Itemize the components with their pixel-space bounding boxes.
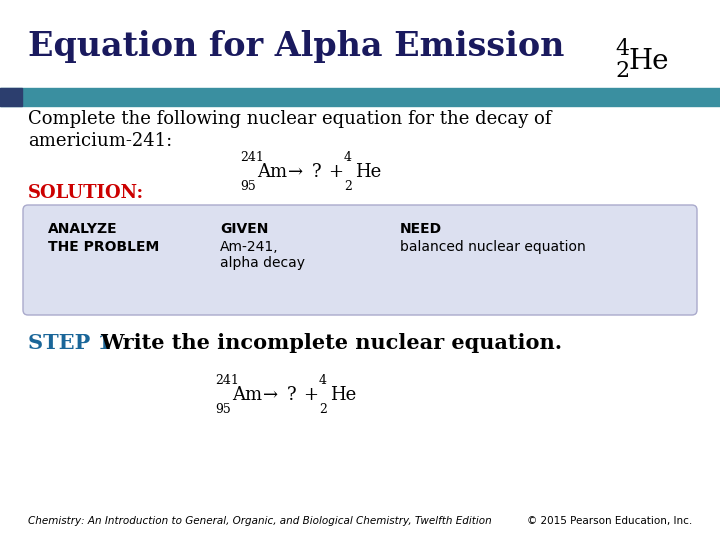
Text: Am: Am: [232, 386, 262, 404]
Text: 2: 2: [344, 180, 352, 193]
Text: He: He: [330, 386, 356, 404]
Text: NEED: NEED: [400, 222, 442, 236]
Text: He: He: [629, 48, 670, 75]
Text: Am: Am: [257, 163, 287, 181]
Text: THE PROBLEM: THE PROBLEM: [48, 240, 159, 254]
Text: 2: 2: [319, 403, 327, 416]
Text: Complete the following nuclear equation for the decay of: Complete the following nuclear equation …: [28, 110, 552, 128]
Text: 4: 4: [319, 374, 327, 387]
Text: SOLUTION:: SOLUTION:: [28, 184, 144, 202]
Text: +: +: [303, 386, 318, 404]
FancyBboxPatch shape: [23, 205, 697, 315]
Text: 241: 241: [240, 151, 264, 164]
Text: alpha decay: alpha decay: [220, 256, 305, 270]
Text: Write the incomplete nuclear equation.: Write the incomplete nuclear equation.: [100, 333, 562, 353]
Text: ANALYZE: ANALYZE: [48, 222, 117, 236]
Text: →: →: [288, 163, 303, 181]
Text: Chemistry: An Introduction to General, Organic, and Biological Chemistry, Twelft: Chemistry: An Introduction to General, O…: [28, 516, 492, 526]
Text: 241: 241: [215, 374, 239, 387]
Text: americium-241:: americium-241:: [28, 132, 172, 150]
Text: 4: 4: [344, 151, 352, 164]
Text: Equation for Alpha Emission: Equation for Alpha Emission: [28, 30, 564, 63]
Text: balanced nuclear equation: balanced nuclear equation: [400, 240, 586, 254]
Text: © 2015 Pearson Education, Inc.: © 2015 Pearson Education, Inc.: [527, 516, 692, 526]
Text: ?: ?: [312, 163, 322, 181]
Text: GIVEN: GIVEN: [220, 222, 269, 236]
Text: Am-241,: Am-241,: [220, 240, 279, 254]
Bar: [0, 88, 22, 106]
Text: STEP 1: STEP 1: [28, 333, 112, 353]
Text: He: He: [355, 163, 382, 181]
Text: 95: 95: [215, 403, 230, 416]
Text: ?: ?: [287, 386, 297, 404]
Text: +: +: [328, 163, 343, 181]
Text: →: →: [263, 386, 278, 404]
Text: 95: 95: [240, 180, 256, 193]
Bar: [0, 88, 720, 106]
Text: 2: 2: [615, 60, 629, 82]
Text: 4: 4: [615, 38, 629, 60]
